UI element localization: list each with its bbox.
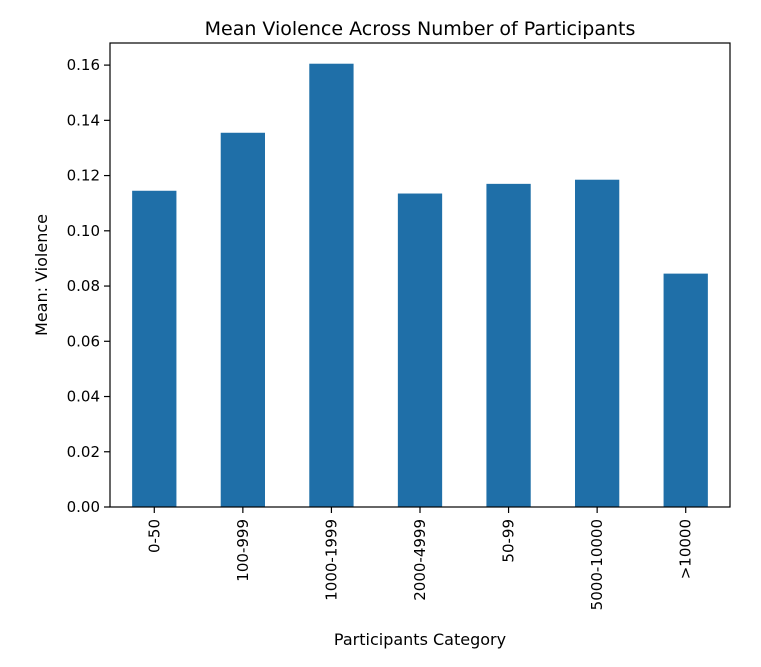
y-tick-label: 0.08 bbox=[67, 277, 100, 295]
bar->10000 bbox=[663, 273, 708, 507]
y-tick-label: 0.10 bbox=[67, 222, 100, 240]
y-tick-label: 0.16 bbox=[67, 56, 100, 74]
x-axis-label: Participants Category bbox=[334, 630, 506, 649]
bar-50-99 bbox=[486, 183, 531, 507]
y-tick-label: 0.00 bbox=[67, 498, 100, 516]
y-axis-label: Mean: Violence bbox=[32, 214, 51, 336]
x-tick-label: 100-999 bbox=[234, 519, 252, 582]
x-tick-label: 2000-4999 bbox=[411, 519, 429, 601]
x-tick-label: 0-50 bbox=[145, 519, 163, 553]
bar-1000-1999 bbox=[309, 63, 354, 507]
x-tick-label: >10000 bbox=[677, 519, 695, 579]
bar-100-999 bbox=[220, 132, 265, 507]
x-tick-label: 5000-10000 bbox=[588, 519, 606, 610]
y-tick-label: 0.06 bbox=[67, 332, 100, 350]
y-tick-label: 0.12 bbox=[67, 167, 100, 185]
x-tick-label: 50-99 bbox=[500, 519, 518, 563]
bar-2000-4999 bbox=[397, 193, 443, 507]
y-tick-label: 0.02 bbox=[67, 443, 100, 461]
bar-5000-10000 bbox=[575, 179, 620, 507]
bar-0-50 bbox=[132, 190, 177, 507]
y-tick-label: 0.04 bbox=[67, 388, 100, 406]
y-axis: 0.00 0.02 0.04 0.06 0.08 0.10 0.12 0.14 0.16 bbox=[67, 56, 110, 516]
bars-group bbox=[132, 63, 708, 507]
x-axis: 0-50 100-999 1000-1999 2000-4999 50-99 5000-1… bbox=[145, 507, 695, 610]
x-tick-label: 1000-1999 bbox=[322, 519, 340, 601]
y-tick-label: 0.14 bbox=[67, 111, 100, 129]
plot-frame bbox=[109, 42, 731, 508]
chart-title: Mean Violence Across Number of Participa… bbox=[205, 18, 636, 40]
